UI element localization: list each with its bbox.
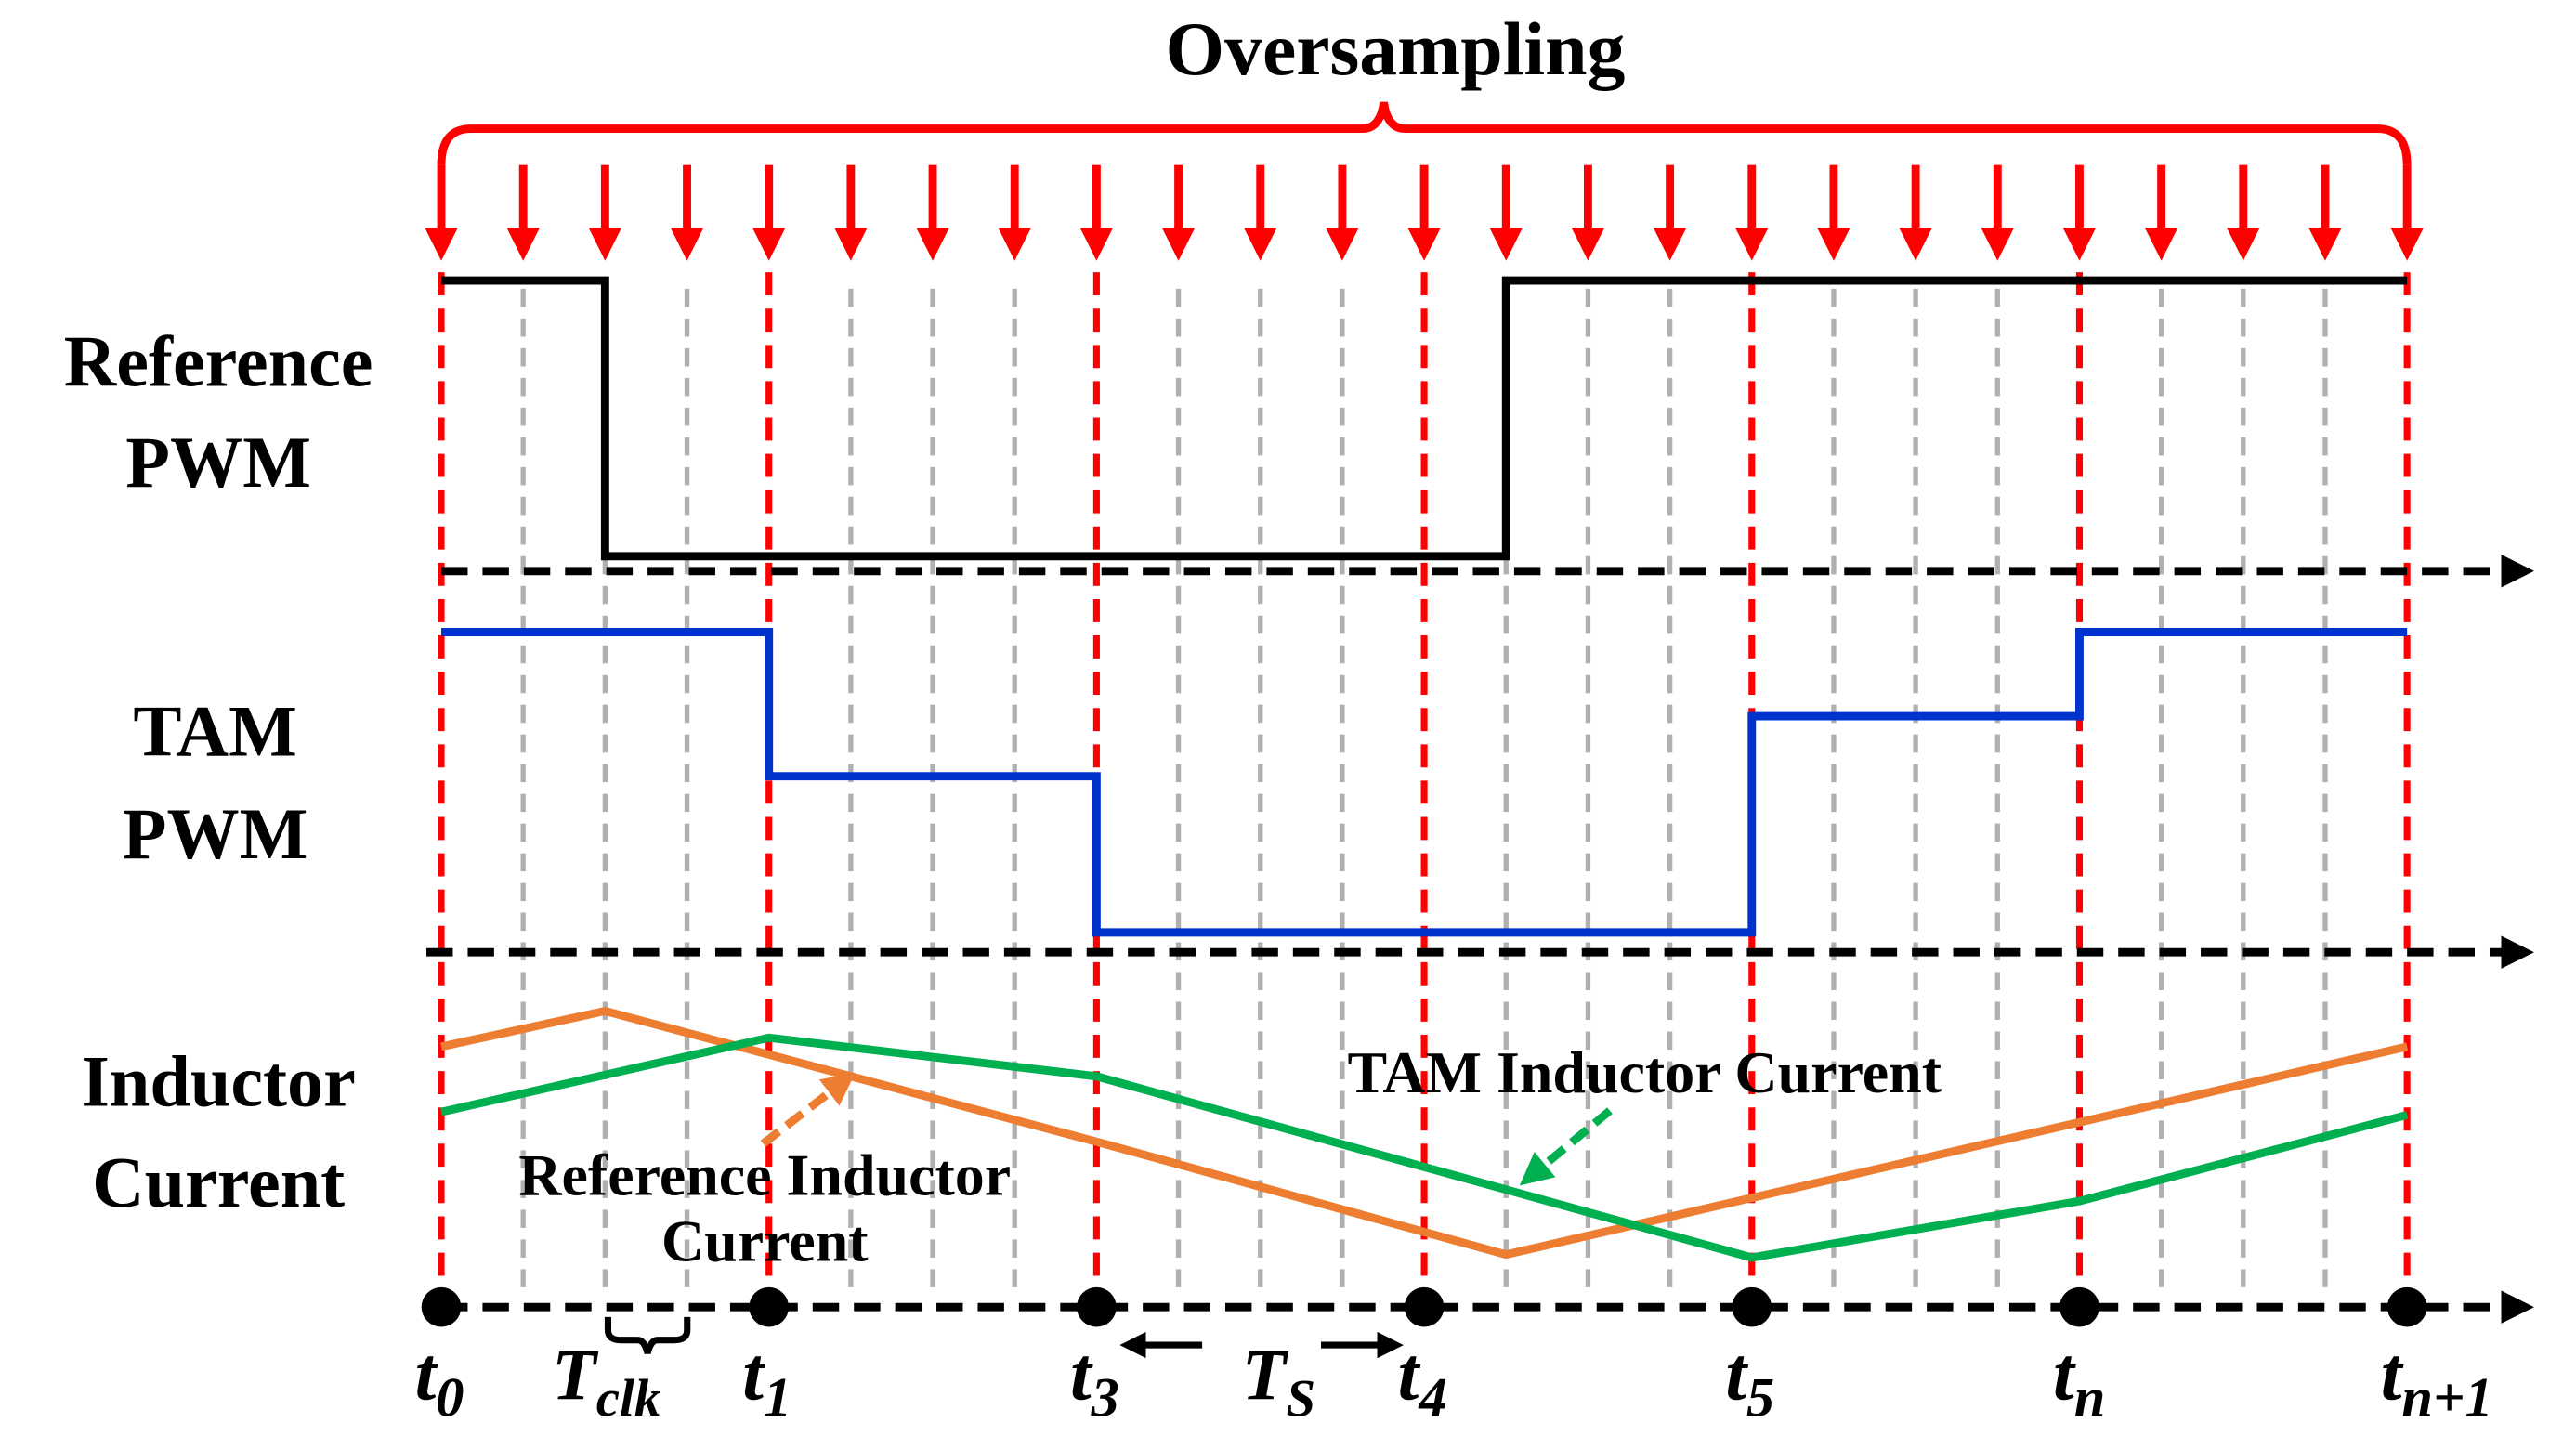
- time-label-sub: n+1: [2401, 1366, 2492, 1429]
- time-label-sub: n: [2074, 1366, 2106, 1429]
- ts-main: T: [1242, 1335, 1289, 1416]
- time-label-sub: 0: [436, 1366, 464, 1429]
- time-label-main: t: [1725, 1332, 1748, 1416]
- inductor-label-2: Current: [92, 1142, 345, 1222]
- time-mark-dot: [1732, 1286, 1772, 1327]
- time-label: t4: [1398, 1332, 1447, 1429]
- time-label-main: t: [415, 1332, 438, 1416]
- ref-current-pointer-arrow: [760, 1072, 856, 1147]
- time-label: t1: [742, 1332, 791, 1429]
- ref-pwm-label-2: PWM: [125, 422, 311, 503]
- diagram-title: Oversampling: [1166, 7, 1626, 91]
- time-label: t0: [415, 1332, 464, 1429]
- time-mark-dot: [421, 1286, 462, 1327]
- time-label-sub: 1: [764, 1366, 791, 1429]
- time-label-main: t: [2381, 1332, 2404, 1416]
- ts-sub: S: [1287, 1369, 1316, 1428]
- tam-current-annotation: TAM Inductor Current: [1348, 1039, 1942, 1105]
- time-mark-dot: [749, 1286, 790, 1327]
- time-label-sub: 4: [1418, 1366, 1446, 1429]
- time-label-main: t: [1070, 1332, 1093, 1416]
- inductor-label-1: Inductor: [81, 1040, 355, 1121]
- tclk-main: T: [552, 1335, 599, 1416]
- tam-pwm-waveform: [441, 628, 2408, 937]
- ts-label: TS: [1242, 1335, 1315, 1429]
- ref-current-annotation-2: Current: [661, 1208, 869, 1273]
- tclk-label: Tclk: [552, 1335, 660, 1429]
- ref-current-annotation-1: Reference Inductor: [518, 1142, 1011, 1208]
- time-mark-dot: [1077, 1286, 1117, 1327]
- reference-pwm-waveform: [441, 276, 2408, 561]
- tam-pwm-label-2: PWM: [123, 793, 308, 874]
- time-labels: t0 t1 t3 t4 t5 tn tn+1: [415, 1332, 2493, 1429]
- time-label-sub: 5: [1746, 1366, 1774, 1429]
- tclk-brace: [604, 1316, 691, 1354]
- time-label: t3: [1070, 1332, 1119, 1429]
- time-label: t5: [1725, 1332, 1774, 1429]
- tam-pwm-label-1: TAM: [133, 691, 297, 772]
- time-label-main: t: [2053, 1332, 2076, 1416]
- time-label: tn+1: [2381, 1332, 2493, 1429]
- time-label-sub: 3: [1091, 1366, 1119, 1429]
- tam-current-pointer-arrow: [1519, 1107, 1613, 1186]
- sample-arrows: [425, 164, 2424, 261]
- time-mark-dot: [2059, 1286, 2099, 1327]
- time-label-main: t: [742, 1332, 765, 1416]
- ref-pwm-label-1: Reference: [64, 321, 373, 402]
- oversampling-brace: [437, 101, 2412, 165]
- time-mark-dot: [2386, 1286, 2427, 1327]
- time-label-main: t: [1398, 1332, 1421, 1416]
- time-label: tn: [2053, 1332, 2105, 1429]
- reference-inductor-current-line: [440, 1006, 2409, 1260]
- time-mark-dot: [1404, 1286, 1445, 1327]
- tam-inductor-current-line: [440, 1033, 2409, 1262]
- tclk-sub: clk: [596, 1369, 660, 1428]
- time-marks: [421, 1286, 2427, 1327]
